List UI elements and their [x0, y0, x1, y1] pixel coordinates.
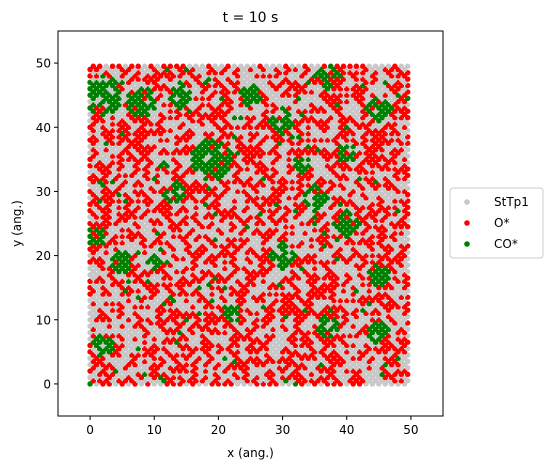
o-point — [109, 63, 116, 70]
empty-site-point — [231, 63, 238, 70]
o-point — [360, 63, 366, 70]
o-point — [283, 63, 289, 70]
empty-site-point — [308, 63, 315, 70]
o-point — [206, 63, 212, 70]
empty-site-point — [372, 63, 379, 70]
empty-site-point — [250, 63, 257, 70]
o-point — [257, 63, 263, 70]
empty-site-point — [276, 63, 283, 70]
o-point — [321, 63, 328, 70]
empty-site-point — [212, 63, 218, 70]
empty-site-point — [263, 63, 270, 70]
o-point — [129, 63, 135, 70]
empty-site-point — [193, 63, 199, 70]
empty-site-point — [199, 63, 206, 70]
o-point — [173, 63, 180, 70]
o-point — [116, 63, 122, 70]
empty-site-point — [295, 63, 302, 70]
empty-site-point — [103, 63, 109, 70]
o-point — [96, 63, 103, 70]
lattice-points — [87, 63, 411, 387]
empty-site-point — [186, 63, 193, 70]
empty-site-point — [218, 63, 225, 70]
o-point — [340, 63, 347, 70]
o-point — [148, 63, 154, 70]
o-point — [302, 63, 308, 70]
o-point — [180, 63, 186, 70]
empty-site-point — [289, 63, 295, 70]
empty-site-point — [244, 63, 251, 70]
empty-site-point — [238, 63, 244, 70]
o-point — [353, 63, 360, 70]
o-point — [347, 63, 353, 70]
empty-site-point — [141, 63, 148, 70]
empty-site-point — [366, 63, 372, 70]
empty-site-point — [154, 63, 161, 70]
o-point — [167, 63, 174, 70]
empty-site-point — [315, 63, 321, 70]
empty-site-point — [122, 63, 129, 70]
o-point — [135, 63, 141, 70]
o-point — [334, 63, 340, 70]
co-point — [327, 63, 334, 70]
o-point — [161, 63, 167, 70]
o-point — [225, 63, 231, 70]
empty-site-point — [270, 63, 276, 70]
chart-title: t = 10 s — [223, 10, 279, 26]
o-point — [90, 63, 97, 70]
